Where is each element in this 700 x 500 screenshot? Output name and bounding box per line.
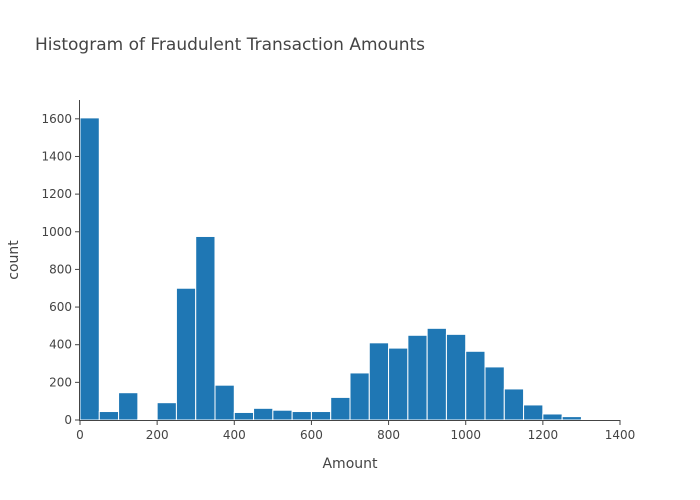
x-tick-label: 1200 — [528, 428, 559, 442]
y-ticks: 0 200 400 600 800 1000 1200 1400 1600 — [41, 112, 80, 427]
y-tick-label: 600 — [49, 300, 72, 314]
histogram-bar — [349, 372, 370, 421]
histogram-bar — [79, 117, 100, 421]
y-tick-label: 0 — [64, 413, 72, 427]
x-ticks: 0 200 400 600 800 1000 1200 1400 — [76, 420, 635, 442]
histogram-bar — [175, 287, 197, 421]
x-axis-title: Amount — [322, 456, 378, 472]
histogram-bar — [561, 416, 582, 421]
x-tick-label: 800 — [377, 428, 400, 442]
histogram-bar — [156, 402, 177, 421]
histogram-bar — [407, 334, 428, 421]
histogram-bar — [233, 411, 255, 421]
x-tick-label: 400 — [223, 428, 246, 442]
x-tick-label: 0 — [76, 428, 84, 442]
y-tick-label: 1400 — [41, 149, 72, 163]
y-tick-label: 800 — [49, 262, 72, 276]
histogram-bar — [214, 384, 235, 421]
histogram-bar — [98, 411, 120, 421]
histogram-bar — [388, 347, 409, 421]
y-tick-label: 1200 — [41, 187, 72, 201]
histogram-bar — [195, 235, 216, 421]
y-tick-label: 400 — [49, 338, 72, 352]
histogram-bar — [465, 350, 486, 421]
histogram-bar — [137, 418, 158, 421]
histogram-bar — [272, 409, 293, 421]
histogram-bar — [118, 392, 139, 421]
x-tick-label: 1000 — [450, 428, 481, 442]
x-tick-label: 200 — [146, 428, 169, 442]
y-tick-label: 200 — [49, 375, 72, 389]
histogram-bar — [523, 404, 544, 421]
y-tick-label: 1600 — [41, 112, 72, 126]
histogram-bar — [542, 413, 563, 421]
y-tick-label: 1000 — [41, 225, 72, 239]
histogram-bar — [368, 342, 390, 421]
bars-layer — [79, 117, 621, 421]
histogram-bar — [253, 407, 274, 421]
chart-title: Histogram of Fraudulent Transaction Amou… — [35, 35, 425, 55]
y-axis-title: count — [6, 240, 22, 280]
x-tick-label: 1400 — [605, 428, 636, 442]
histogram-bar — [503, 388, 525, 421]
histogram-bar — [445, 333, 467, 421]
histogram-bar — [426, 327, 447, 421]
histogram-bar — [580, 418, 602, 421]
histogram-bar — [291, 411, 312, 421]
histogram-bar — [484, 366, 505, 421]
x-tick-label: 600 — [300, 428, 323, 442]
histogram-bar — [330, 396, 351, 421]
histogram-bar — [310, 411, 332, 421]
